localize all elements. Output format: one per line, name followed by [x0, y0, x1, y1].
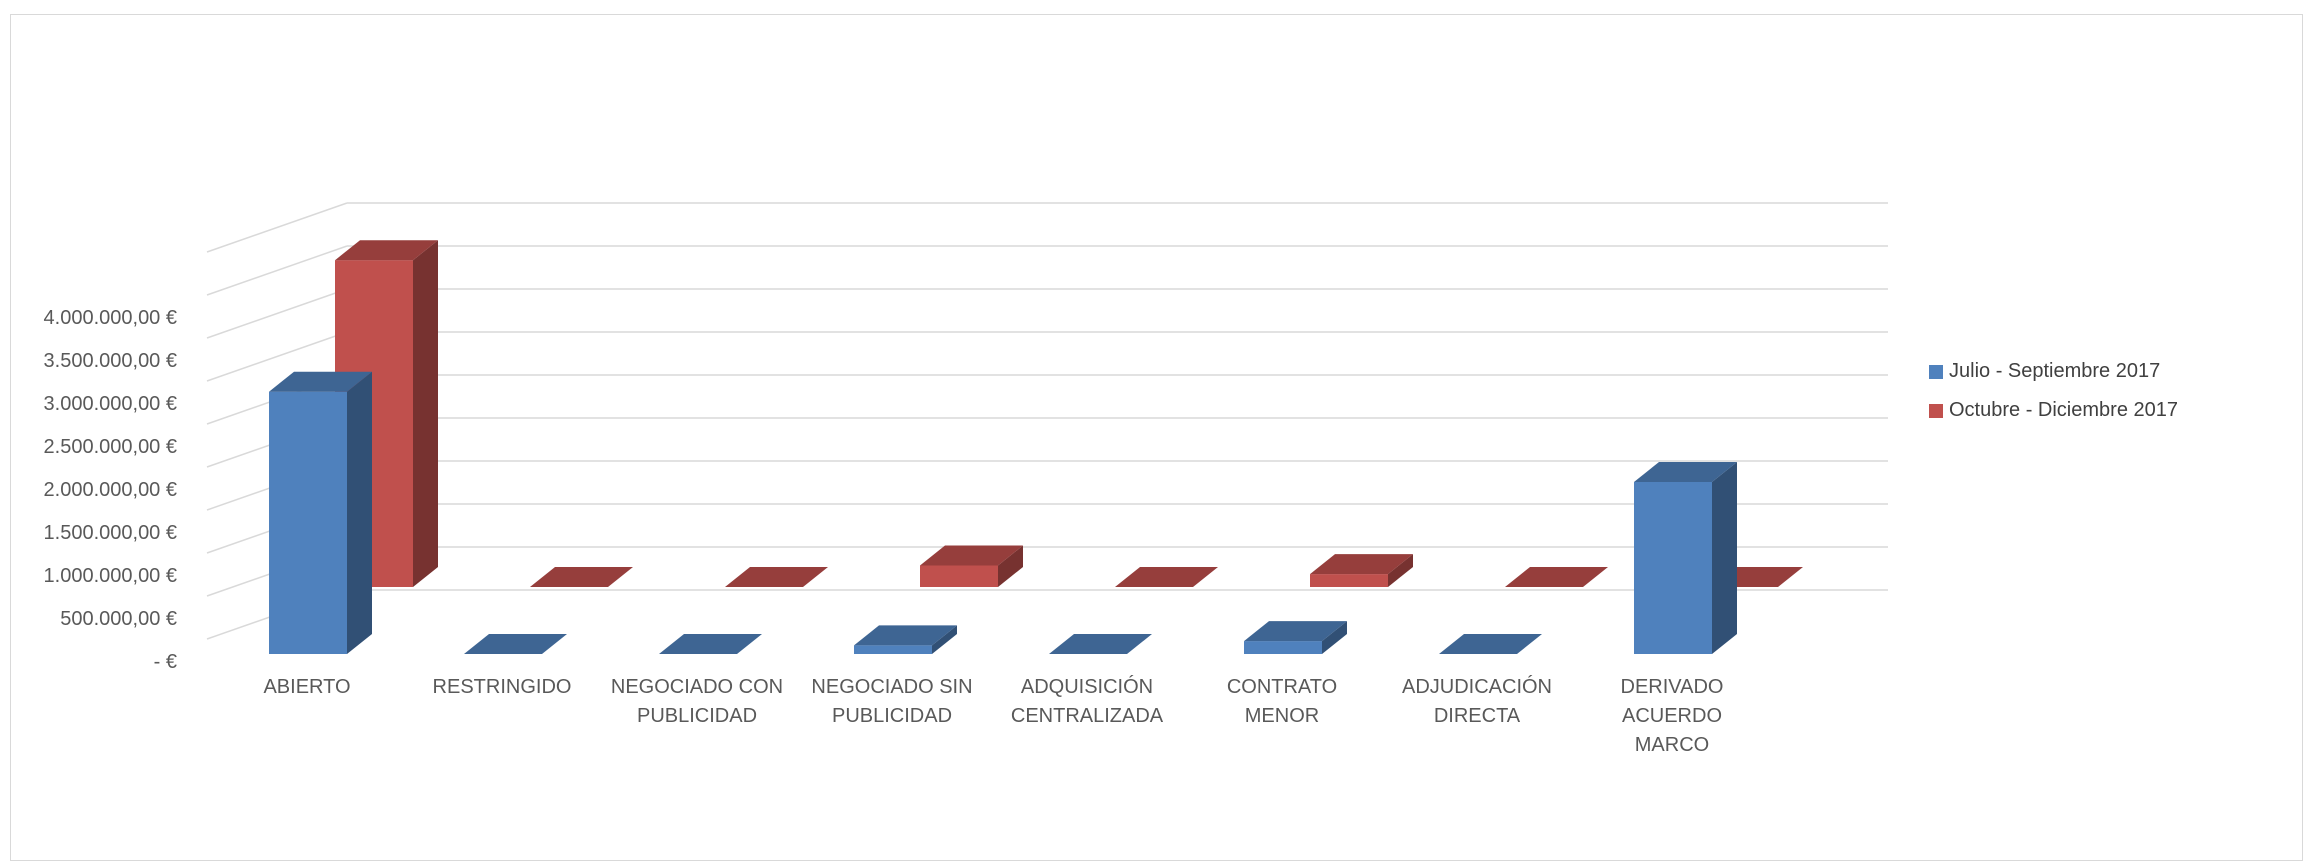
y-tick-label: 4.000.000,00 € [44, 307, 177, 329]
x-tick-label: DERIVADO [1621, 676, 1724, 698]
series-front [269, 371, 1737, 654]
bar-front [920, 565, 998, 587]
gridline-diagonal [206, 331, 348, 382]
bar-series-1-2 [659, 634, 762, 654]
gridlines [206, 202, 1888, 640]
gridline-diagonal [206, 245, 348, 296]
bar-top [530, 567, 633, 587]
bar-top [1439, 634, 1542, 654]
legend-item-series-1: Julio - Septiembre 2017 [1929, 360, 2160, 383]
x-tick-label: MARCO [1635, 734, 1709, 756]
x-tick-label: DIRECTA [1434, 705, 1521, 727]
x-tick-label: ABIERTO [263, 676, 350, 698]
bar-top [1310, 554, 1413, 575]
x-tick-label: NEGOCIADO CON [611, 676, 783, 698]
bar-side [413, 240, 438, 587]
legend-label-series-1: Julio - Septiembre 2017 [1949, 360, 2161, 382]
bar-top [725, 567, 828, 587]
bar-top [920, 545, 1023, 566]
bar-series-2-1 [530, 567, 633, 587]
bar-series-1-3 [854, 625, 957, 654]
gridline-diagonal [206, 202, 348, 253]
bar-series-1-5 [1244, 621, 1347, 654]
bar-series-2-0 [335, 240, 438, 587]
gridline-diagonal [206, 288, 348, 339]
bar-series-1-4 [1049, 634, 1152, 654]
bar-series-1-6 [1439, 634, 1542, 654]
bar-series-1-1 [464, 634, 567, 654]
y-tick-label: 3.500.000,00 € [44, 350, 177, 372]
x-tick-label: CENTRALIZADA [1011, 705, 1164, 727]
bar-series-2-2 [725, 567, 828, 587]
bar-side [1322, 621, 1347, 654]
bar-top [464, 634, 567, 654]
bar-side [347, 371, 372, 654]
bar-side [998, 545, 1023, 587]
bar-side [932, 625, 957, 654]
y-tick-label: 3.000.000,00 € [44, 393, 177, 415]
bar-top [1049, 634, 1152, 654]
x-axis-ticks: ABIERTO RESTRINGIDO NEGOCIADO CON PUBLICIDA… [263, 675, 1723, 756]
legend-swatch-series-1 [1929, 364, 1943, 379]
bar-front [1634, 482, 1712, 654]
y-tick-label: - € [154, 651, 177, 673]
y-tick-label: 500.000,00 € [60, 608, 177, 630]
x-tick-label: CONTRATO [1227, 676, 1337, 698]
bar-top [659, 634, 762, 654]
x-tick-label: PUBLICIDAD [637, 705, 757, 727]
bar-top [1115, 567, 1218, 587]
bar-series-2-6 [1505, 567, 1608, 587]
legend-swatch-series-2 [1929, 403, 1943, 418]
bar-side [1388, 554, 1413, 587]
bar-top [1505, 567, 1608, 587]
bar-top [854, 625, 957, 646]
x-tick-label: PUBLICIDAD [832, 705, 952, 727]
bar-front [854, 645, 932, 654]
x-tick-label: NEGOCIADO SIN [811, 676, 972, 698]
legend-item-series-2: Octubre - Diciembre 2017 [1929, 399, 2178, 422]
bar-top [1634, 462, 1737, 482]
chart-canvas: - € 500.000,00 € 1.000.000,00 € 1.500.000,0… [44, 202, 1888, 756]
y-tick-label: 2.500.000,00 € [44, 436, 177, 458]
legend-label-series-2: Octubre - Diciembre 2017 [1949, 399, 2178, 421]
x-tick-label: ADQUISICIÓN [1021, 675, 1153, 698]
bar-series-1-0 [269, 371, 372, 654]
x-tick-label: MENOR [1245, 705, 1319, 727]
bar-series-2-4 [1115, 567, 1218, 587]
bar-front [269, 391, 347, 654]
y-tick-label: 1.500.000,00 € [44, 522, 177, 544]
bar-series-2-5 [1310, 554, 1413, 587]
x-tick-label: ACUERDO [1622, 705, 1722, 727]
bar-top [1244, 621, 1347, 642]
bar-front [1244, 641, 1322, 654]
bar-series-2-3 [920, 545, 1023, 587]
x-tick-label: ADJUDICACIÓN [1402, 675, 1552, 698]
series-back [335, 240, 1803, 587]
y-axis-ticks: - € 500.000,00 € 1.000.000,00 € 1.500.000,0… [44, 307, 177, 673]
y-tick-label: 2.000.000,00 € [44, 479, 177, 501]
bar-series-1-7 [1634, 462, 1737, 654]
bar-top [335, 240, 438, 261]
bar-front [1310, 574, 1388, 587]
y-tick-label: 1.000.000,00 € [44, 565, 177, 587]
bar-side [1712, 462, 1737, 654]
bar-top [269, 371, 372, 392]
x-tick-label: RESTRINGIDO [433, 676, 572, 698]
chart-frame: - € 500.000,00 € 1.000.000,00 € 1.500.000,0… [10, 14, 2303, 861]
